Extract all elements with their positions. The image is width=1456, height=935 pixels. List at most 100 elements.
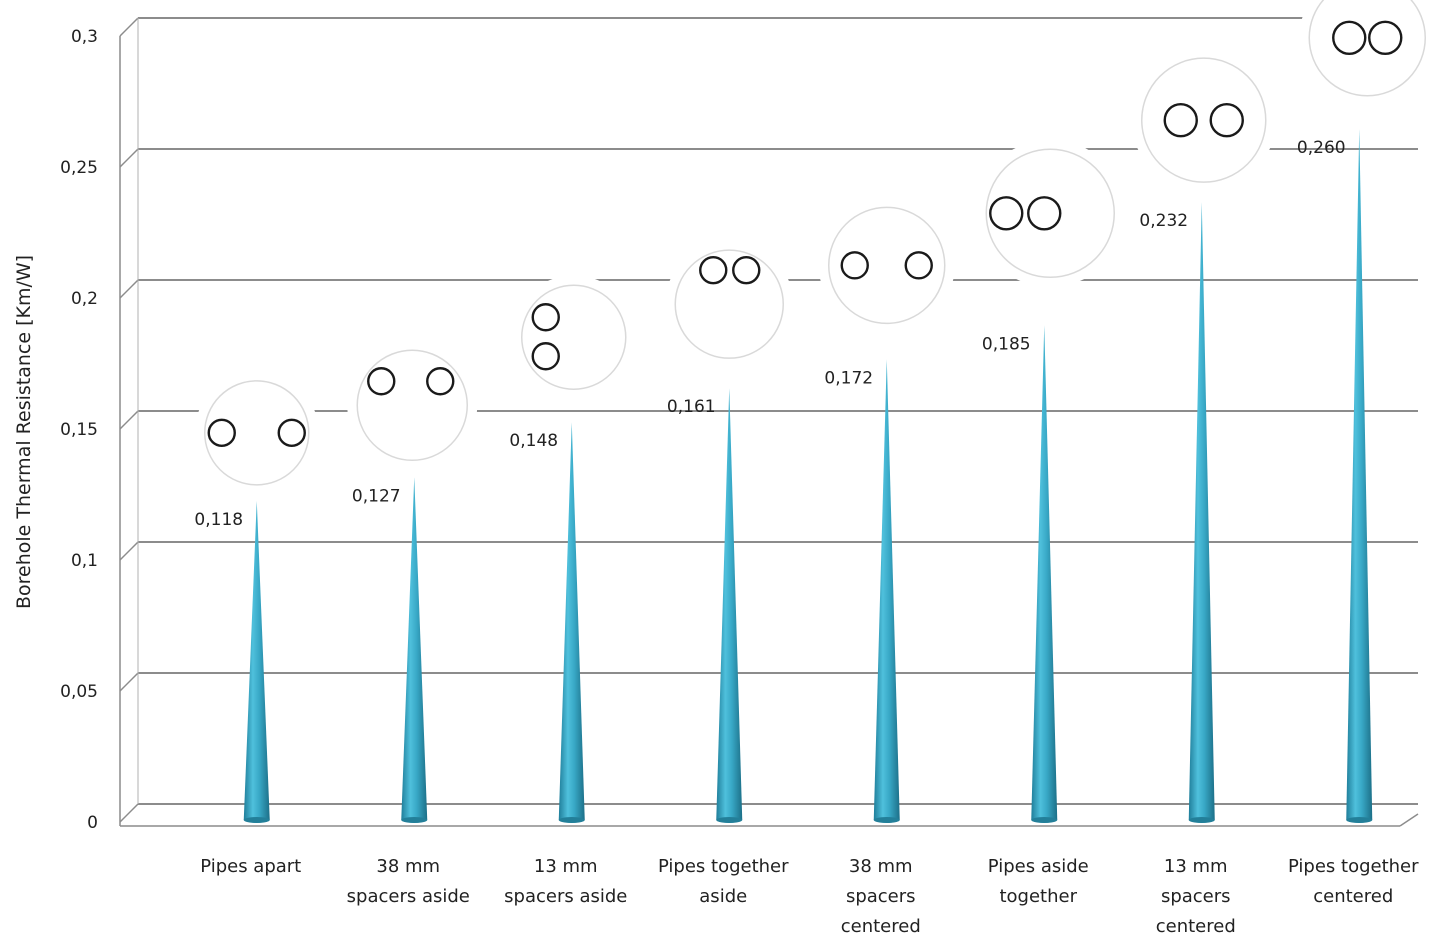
category-label: Pipes apart [200,856,301,877]
borehole-circle [674,249,784,359]
category-label-line: 38 mm [376,856,440,877]
category-label-line: Pipes together [658,856,789,877]
bar-base [1031,817,1058,823]
pipe-diagram [511,275,636,400]
category-label-line: Pipes apart [200,856,301,877]
category-label: Pipes aside together [988,856,1089,907]
data-label: 0,260 [1297,138,1346,158]
pipe-circle [367,367,396,396]
bar-base [1346,817,1373,823]
bar [243,500,270,823]
category-labels: Pipes apart 38 mm spacers aside 13 mm spacer… [200,856,1419,935]
gridline-slant [119,672,139,692]
category-label-line: centered [841,916,921,935]
pipe-circle [1332,20,1367,55]
bar [1188,202,1215,823]
bar-base [716,817,743,823]
y-tick-label: 0,3 [71,27,98,47]
data-label: 0,161 [667,397,716,417]
borehole-circle [1308,0,1426,97]
category-label-line: 38 mm [849,856,913,877]
category-label-line: spacers [1161,886,1231,907]
pipe-diagram [347,340,478,471]
bar-base [558,817,585,823]
gridline-slant [119,279,139,299]
bar-base [243,817,270,823]
data-label: 0,118 [194,510,243,530]
category-label-line: aside [699,886,747,907]
gridline-slant [119,17,139,37]
category-label: 38 mm spacers centered [841,856,921,935]
pipe-diagram [1299,0,1436,106]
pipe-diagram [665,240,794,369]
category-label: 13 mm spacers centered [1156,856,1236,935]
pipe-circle [207,418,236,448]
category-label-line: spacers aside [504,886,627,907]
borehole-circle [356,349,468,462]
floor-edge [1399,813,1419,827]
data-label: 0,172 [824,368,873,388]
data-label: 0,148 [509,431,558,451]
y-tick-label: 0 [87,813,98,833]
bar-base [1188,817,1215,823]
category-label: 13 mm spacers aside [504,856,627,907]
pipe-circle [277,418,306,448]
pipe-circle [989,196,1024,231]
y-axis: 0 0,05 0,1 0,15 0,2 0,25 0,3 [60,18,1419,833]
data-label: 0,127 [352,486,401,506]
pipe-circle [732,255,761,285]
category-label-line: spacers [846,886,916,907]
pipe-circle [1027,196,1062,231]
borehole-circle [828,206,946,325]
pipe-circle [1368,20,1403,55]
data-label: 0,232 [1139,211,1188,231]
pipe-circle [840,251,869,280]
bar-base [401,817,428,823]
borehole-circle [985,148,1115,279]
gridline-slant [119,410,139,430]
bar-base [873,817,900,823]
category-label: Pipes together centered [1288,856,1419,907]
category-label-line: centered [1156,916,1236,935]
borehole-circle [1141,57,1267,183]
pipe-diagram [1131,48,1276,193]
bar [1031,325,1058,823]
bar [1346,128,1373,824]
borehole-circle [204,380,310,486]
pipe-circle [1209,102,1244,138]
gridline-slant [119,148,139,168]
borehole-circle [521,284,627,390]
category-label-line: centered [1313,886,1393,907]
pipe-circle [531,303,560,332]
bar [716,388,743,823]
pipe-diagrams [194,0,1436,495]
pipe-circle [699,255,728,285]
data-label: 0,185 [982,334,1031,354]
bar [401,477,428,823]
pipe-circle [904,251,933,280]
y-tick-label: 0,2 [71,289,98,309]
bars [243,128,1373,824]
category-label-line: 13 mm [1164,856,1228,877]
pipe-circle [1163,102,1198,138]
category-label-line: 13 mm [534,856,598,877]
y-axis-title: Borehole Thermal Resistance [Km/W] [13,255,35,609]
y-tick-label: 0,1 [71,551,98,571]
gridline-slant [119,803,139,823]
category-label-line: together [999,886,1077,907]
bar [558,422,585,823]
pipe-diagram [818,197,955,334]
category-label-line: spacers aside [347,886,470,907]
category-label-line: Pipes aside [988,856,1089,877]
category-label: 38 mm spacers aside [347,856,470,907]
y-tick-label: 0,25 [60,158,98,178]
pipe-circle [426,367,455,396]
category-label: Pipes together aside [658,856,789,907]
pipe-diagram [194,370,319,495]
pipe-circle [531,342,560,371]
y-tick-label: 0,05 [60,682,98,702]
pipe-diagram [976,139,1125,288]
data-labels: 0,118 0,127 0,148 0,161 0,172 0,185 0,232 0,260 [194,138,1345,530]
y-tick-label: 0,15 [60,420,98,440]
